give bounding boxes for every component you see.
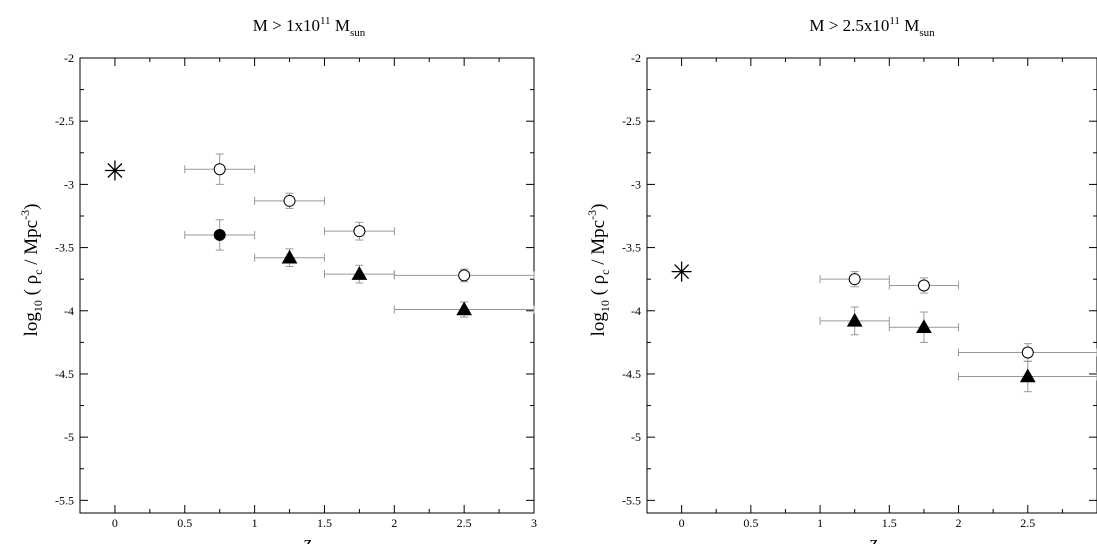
left-y-tick-label: -2.5 bbox=[55, 114, 74, 128]
left-x-tick-label: 2 bbox=[391, 516, 397, 530]
left-open-circle-point bbox=[458, 269, 471, 282]
left-panel-title: M > 1x1011 Msun bbox=[253, 15, 366, 39]
right-y-tick-label: -2.5 bbox=[622, 114, 641, 128]
left-y-tick-label: -4 bbox=[64, 304, 74, 318]
left-plot-frame bbox=[79, 57, 535, 514]
right-x-tick-label: 0.5 bbox=[743, 516, 758, 530]
left-y-tick-label: -2 bbox=[64, 51, 74, 65]
left-x-tick-label: 2.5 bbox=[457, 516, 472, 530]
left-panel: M > 1x1011 Msun log10 ( ρc / Mpc-3) z 0 0… bbox=[18, 15, 537, 544]
left-star-point bbox=[104, 160, 125, 181]
left-filled-triangle-point bbox=[351, 266, 368, 280]
right-filled-triangle-point bbox=[846, 312, 863, 327]
right-open-circle-point bbox=[848, 273, 861, 286]
left-open-circle-point bbox=[353, 225, 366, 238]
right-x-tick-label: 2 bbox=[956, 516, 962, 530]
right-x-tick-label: 1 bbox=[817, 516, 823, 530]
left-y-axis-label: log10 ( ρc / Mpc-3) bbox=[18, 204, 45, 337]
right-y-tick-label: -5.5 bbox=[622, 493, 641, 507]
left-y-tick-label: -3.5 bbox=[55, 241, 74, 255]
left-x-tick-label: 1.5 bbox=[317, 516, 332, 530]
right-y-tick-label: -3 bbox=[631, 177, 641, 191]
left-x-axis-label: z bbox=[304, 533, 312, 544]
left-y-tick-label: -3 bbox=[64, 177, 74, 191]
right-y-tick-label: -3.5 bbox=[622, 241, 641, 255]
right-open-circle-point bbox=[917, 279, 930, 292]
left-y-tick-label: -5 bbox=[64, 430, 74, 444]
left-x-tick-label: 0 bbox=[112, 516, 118, 530]
right-y-tick-label: -4 bbox=[631, 304, 641, 318]
right-y-axis-label: log10 ( ρc / Mpc-3) bbox=[585, 204, 612, 337]
left-filled-circle-point bbox=[213, 228, 226, 241]
right-star-point bbox=[671, 261, 692, 282]
right-x-axis-label: z bbox=[870, 533, 878, 544]
right-x-tick-label: 2.5 bbox=[1020, 516, 1035, 530]
left-filled-triangle-point bbox=[281, 249, 298, 264]
left-x-tick-label: 1 bbox=[252, 516, 258, 530]
right-open-circle-point bbox=[1021, 346, 1034, 359]
right-y-tick-label: -2 bbox=[631, 51, 641, 65]
right-y-tick-label: -4.5 bbox=[622, 367, 641, 381]
left-x-tick-label: 3 bbox=[531, 516, 537, 530]
right-filled-triangle-point bbox=[916, 319, 932, 333]
right-x-tick-label: 0 bbox=[679, 516, 685, 530]
right-x-tick-label: 1.5 bbox=[882, 516, 897, 530]
left-open-circle-point bbox=[213, 163, 226, 176]
right-panel: M > 2.5x1011 Msun log10 ( ρc / Mpc-3) z … bbox=[585, 15, 1097, 544]
left-y-tick-label: -4.5 bbox=[55, 367, 74, 381]
left-filled-triangle-point bbox=[456, 301, 473, 316]
left-x-tick-label: 0.5 bbox=[177, 516, 192, 530]
right-panel-title: M > 2.5x1011 Msun bbox=[809, 15, 935, 39]
right-filled-triangle-point bbox=[1019, 368, 1036, 383]
left-y-tick-label: -5.5 bbox=[55, 493, 74, 507]
left-open-circle-point bbox=[283, 194, 296, 207]
right-plot-frame bbox=[646, 57, 1097, 514]
right-y-tick-label: -5 bbox=[631, 430, 641, 444]
